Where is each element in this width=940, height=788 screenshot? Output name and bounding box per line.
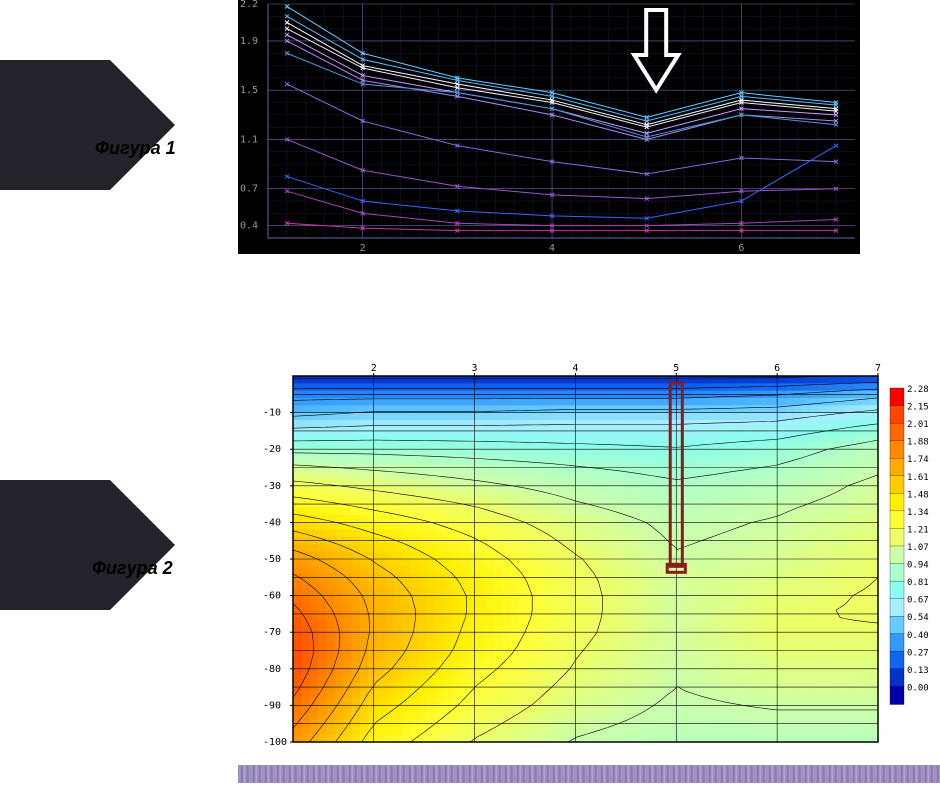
svg-text:4: 4 <box>572 363 578 374</box>
figure2-pointer <box>0 480 110 610</box>
svg-text:0.13: 0.13 <box>907 666 929 676</box>
svg-text:4: 4 <box>549 243 555 254</box>
svg-text:0.7: 0.7 <box>240 184 258 195</box>
svg-text:0.67: 0.67 <box>907 596 929 606</box>
svg-text:0.00: 0.00 <box>907 683 929 693</box>
svg-text:2: 2 <box>360 243 366 254</box>
svg-text:1.48: 1.48 <box>907 490 929 500</box>
svg-text:0.94: 0.94 <box>907 561 929 571</box>
line-chart: 0.4 0.7 1.1 1.5 1.9 2.2 2 4 6 <box>238 0 860 254</box>
svg-text:2: 2 <box>371 363 377 374</box>
svg-text:-40: -40 <box>263 517 281 528</box>
svg-text:0.40: 0.40 <box>907 631 929 641</box>
svg-text:1.74: 1.74 <box>907 455 929 465</box>
heatmap-chart: 2 3 4 5 6 7 -10 -20 -30 -40 -50 -60 -70 -80 -90 -100 2.2… <box>238 358 940 748</box>
svg-text:-60: -60 <box>263 591 281 602</box>
svg-text:0.4: 0.4 <box>240 221 258 232</box>
svg-text:6: 6 <box>738 243 744 254</box>
svg-text:2.2: 2.2 <box>240 0 258 10</box>
svg-text:1.07: 1.07 <box>907 543 929 553</box>
svg-text:2.15: 2.15 <box>907 403 929 413</box>
svg-text:-80: -80 <box>263 664 281 675</box>
svg-text:6: 6 <box>774 363 780 374</box>
svg-text:2.01: 2.01 <box>907 420 929 430</box>
svg-text:-30: -30 <box>263 481 281 492</box>
svg-text:0.54: 0.54 <box>907 613 929 623</box>
svg-text:-20: -20 <box>263 444 281 455</box>
svg-text:1.88: 1.88 <box>907 438 929 448</box>
svg-text:0.27: 0.27 <box>907 648 929 658</box>
svg-text:5: 5 <box>673 363 679 374</box>
svg-text:1.1: 1.1 <box>240 134 258 145</box>
svg-text:-50: -50 <box>263 554 281 565</box>
svg-text:7: 7 <box>875 363 881 374</box>
svg-text:1.9: 1.9 <box>240 36 258 47</box>
figure1-label: Фигура 1 <box>95 138 176 159</box>
svg-text:1.5: 1.5 <box>240 85 258 96</box>
svg-text:1.61: 1.61 <box>907 473 929 483</box>
noise-strip <box>238 765 940 783</box>
figure1-pointer <box>0 60 110 190</box>
svg-text:-100: -100 <box>263 737 287 748</box>
svg-text:2.28: 2.28 <box>907 385 929 395</box>
svg-text:-70: -70 <box>263 627 281 638</box>
svg-text:1.21: 1.21 <box>907 525 929 535</box>
svg-text:3: 3 <box>472 363 478 374</box>
svg-text:1.34: 1.34 <box>907 508 929 518</box>
svg-text:-10: -10 <box>263 408 281 419</box>
figure2-label: Фигура 2 <box>92 558 173 579</box>
svg-text:0.81: 0.81 <box>907 578 929 588</box>
svg-text:-90: -90 <box>263 700 281 711</box>
